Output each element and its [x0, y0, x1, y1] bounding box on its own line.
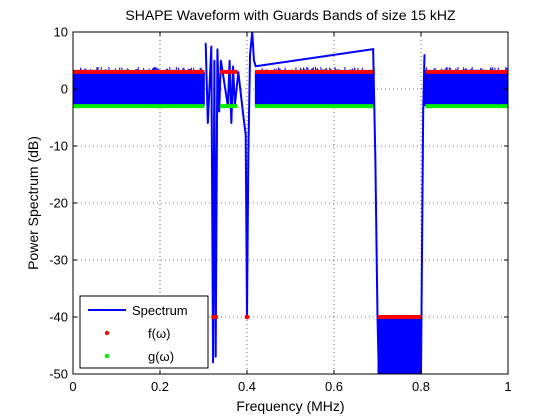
- spectrum-noise-band: [73, 71, 205, 107]
- y-tick-label: -10: [49, 139, 68, 154]
- spectrum-point: [212, 361, 214, 364]
- spectrum-point: [372, 48, 374, 50]
- ticks: 0 0.2 0.4 0.6 0.8 1 -50 -40 -30 -20 -10 0 10: [49, 25, 511, 395]
- legend-f-label: f(ω): [148, 326, 170, 341]
- legend-g-swatch: [104, 353, 110, 359]
- spectrum-point: [253, 59, 255, 62]
- spectrum-point: [249, 54, 251, 56]
- spectrum-point: [423, 54, 426, 56]
- x-tick-label: 1: [504, 379, 511, 394]
- y-tick-label: 0: [61, 82, 68, 97]
- legend: Spectrum f(ω) g(ω): [79, 295, 209, 369]
- x-tick-label: 0.4: [238, 379, 256, 394]
- y-tick-label: 10: [54, 25, 68, 40]
- spectrum-noise-band: [424, 71, 508, 107]
- x-tick-label: 0.2: [151, 379, 169, 394]
- spectrum-point: [244, 133, 247, 136]
- legend-f-swatch: [104, 330, 110, 336]
- x-tick-label: 0.8: [412, 379, 430, 394]
- spectrum-point: [254, 65, 257, 67]
- spectrum-point: [237, 71, 240, 73]
- spectrum-point: [247, 156, 250, 159]
- spectrum-point: [216, 48, 219, 50]
- spectrum-point: [422, 111, 424, 113]
- chart-title: SHAPE Waveform with Guards Bands of size…: [125, 7, 456, 23]
- spectrum-point: [374, 156, 377, 159]
- y-tick-label: -30: [49, 253, 68, 268]
- spectrum-line: [204, 32, 426, 374]
- legend-box: [79, 295, 209, 369]
- series-layer: [73, 32, 508, 374]
- spectrum-point: [220, 59, 222, 62]
- x-axis-label: Frequency (MHz): [236, 398, 344, 414]
- y-tick-label: -20: [49, 196, 68, 211]
- y-axis-label: Power Spectrum (dB): [25, 136, 41, 270]
- spectrum-notch-fill: [377, 317, 421, 374]
- spectrum-point: [230, 122, 233, 124]
- spectrum-point: [210, 45, 213, 48]
- spectrum-point: [213, 59, 216, 62]
- legend-spectrum-label: Spectrum: [132, 303, 188, 318]
- spectrum-point: [207, 122, 209, 124]
- x-tick-label: 0: [69, 379, 76, 394]
- spectrum-point: [204, 42, 207, 45]
- spectrum-noise-band: [254, 71, 375, 107]
- spectrum-point: [228, 59, 231, 62]
- y-tick-label: -50: [49, 367, 68, 382]
- x-tick-label: 0.6: [325, 379, 343, 394]
- legend-g-label: g(ω): [148, 349, 174, 364]
- spectrum-point: [214, 356, 217, 358]
- spectrum-point: [232, 65, 234, 67]
- y-tick-label: -40: [49, 310, 68, 325]
- f-marker: [244, 314, 250, 320]
- spectrum-point: [218, 111, 220, 113]
- spectrum-point: [242, 116, 245, 119]
